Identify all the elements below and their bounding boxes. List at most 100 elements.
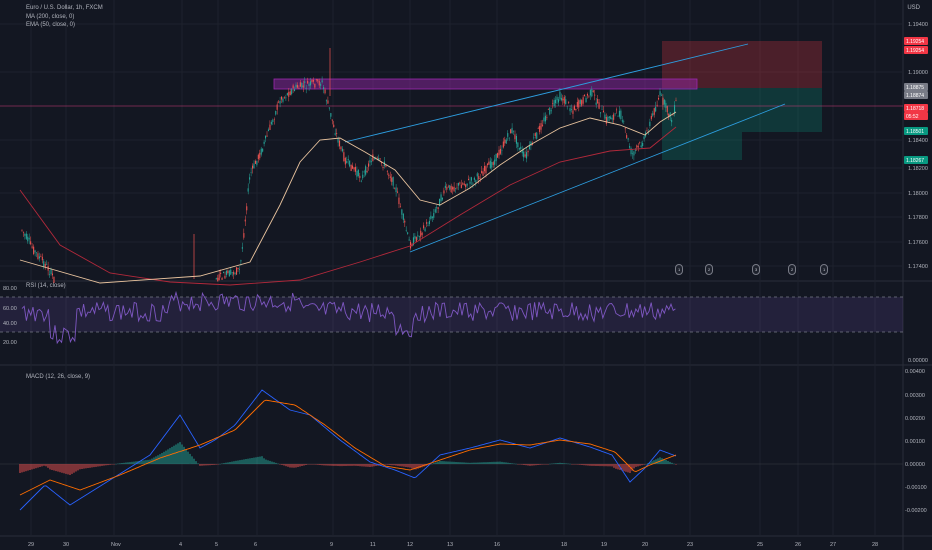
candle-body	[324, 89, 326, 94]
event-badge[interactable]: 3	[752, 264, 761, 275]
candle	[586, 92, 588, 99]
histogram-bar	[549, 463, 551, 465]
candle-body	[466, 183, 468, 186]
candle-body	[598, 102, 600, 109]
histogram-bar	[675, 464, 677, 465]
candle	[278, 100, 280, 104]
price-tag-label: 1.18874	[906, 93, 924, 99]
histogram-bar	[313, 464, 315, 465]
candle-body	[521, 149, 523, 154]
candle-body	[315, 79, 317, 81]
event-badge[interactable]: 2	[788, 264, 797, 275]
candle-body	[388, 174, 390, 176]
candle-body	[443, 190, 445, 194]
candle-body	[665, 102, 667, 108]
histogram-bar	[673, 463, 675, 465]
rsi-tick-label: 40.00	[3, 321, 17, 327]
candle	[285, 94, 287, 101]
histogram-bar	[427, 464, 429, 466]
histogram-bar	[161, 453, 163, 464]
indicator-ma200[interactable]: MA (200, close, 0)	[26, 13, 75, 20]
histogram-bar	[349, 464, 351, 466]
price-tag: 1.18875	[904, 83, 928, 91]
candle	[28, 233, 30, 245]
histogram-bar	[177, 443, 179, 464]
candle-body	[372, 154, 374, 162]
candle	[330, 112, 332, 120]
candle-body	[38, 256, 40, 259]
candle	[346, 156, 348, 164]
event-badge[interactable]: 1	[820, 264, 829, 275]
candle	[315, 78, 317, 82]
histogram-bar	[367, 464, 369, 467]
candle-body	[527, 151, 529, 153]
candle-body	[489, 160, 491, 169]
histogram-bar	[533, 464, 535, 466]
candle	[534, 132, 536, 139]
histogram-bar	[65, 464, 67, 474]
candle	[352, 162, 354, 170]
candle-body	[234, 273, 236, 274]
candle	[533, 133, 535, 140]
candle-body	[244, 219, 246, 222]
candle	[399, 203, 401, 208]
candle-body	[576, 102, 578, 107]
candle-body	[674, 105, 676, 114]
candle	[372, 149, 374, 162]
candle	[323, 85, 325, 94]
macd-tick-label: 0.00300	[905, 393, 925, 399]
candle-body	[36, 252, 38, 254]
candle	[389, 171, 391, 182]
histogram-bar	[403, 464, 405, 467]
symbol-title[interactable]: Euro / U.S. Dollar, 1h, FXCM	[26, 5, 103, 11]
candle	[484, 162, 486, 175]
macd-pane-title[interactable]: MACD (12, 26, close, 9)	[26, 374, 91, 380]
candle-body	[537, 128, 539, 129]
candle-body	[528, 145, 530, 149]
candle	[659, 88, 661, 98]
candle-body	[289, 91, 291, 95]
candle-body	[643, 136, 645, 140]
candle-body	[495, 153, 497, 162]
candle-body	[394, 188, 396, 190]
time-tick-label: 27	[830, 542, 836, 548]
event-badge[interactable]: 1	[675, 264, 684, 275]
candle	[320, 82, 322, 90]
time-tick-label: 28	[872, 542, 878, 548]
histogram-bar	[213, 464, 215, 465]
histogram-bar	[509, 463, 511, 464]
histogram-bar	[461, 462, 463, 464]
price-tick-label: 1.17800	[908, 215, 928, 221]
rsi-pane-title[interactable]: RSI (14, close)	[26, 283, 66, 289]
candle-body	[273, 119, 275, 120]
histogram-bar	[551, 463, 553, 465]
candle	[333, 120, 335, 128]
candle-body	[292, 85, 294, 89]
candle	[415, 236, 417, 243]
candle-body	[455, 188, 457, 189]
histogram-bar	[605, 464, 607, 467]
candle	[633, 150, 635, 161]
time-tick-label: Nov	[111, 542, 121, 548]
candle	[382, 165, 384, 171]
candle-body	[362, 174, 364, 179]
candle	[301, 82, 303, 90]
candle	[241, 242, 243, 252]
candle	[291, 88, 293, 96]
candle-body	[238, 269, 240, 270]
time-tick-label: 18	[561, 542, 567, 548]
candle-body	[626, 135, 628, 138]
histogram-bar	[227, 462, 229, 464]
candle	[621, 115, 623, 124]
candle	[555, 96, 557, 108]
candle	[336, 128, 338, 138]
candle	[238, 266, 240, 275]
candle	[508, 137, 510, 141]
event-badge[interactable]: 2	[705, 264, 714, 275]
histogram-bar	[179, 442, 181, 464]
indicator-ema50[interactable]: EMA (50, close, 0)	[26, 22, 76, 28]
candle-body	[337, 138, 339, 143]
histogram-bar	[111, 464, 113, 465]
histogram-bar	[671, 462, 673, 464]
